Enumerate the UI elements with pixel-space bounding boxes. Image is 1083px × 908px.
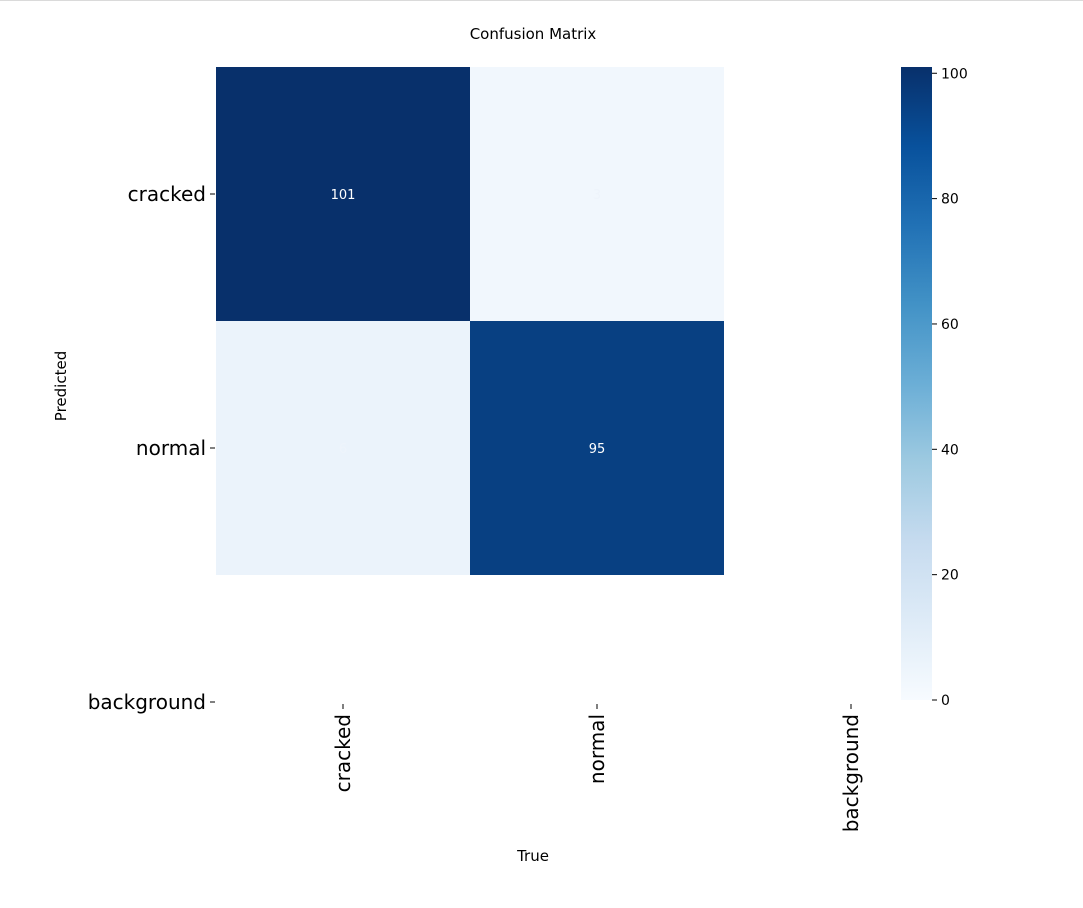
colorbar xyxy=(901,67,932,700)
cell-value-label: 6 xyxy=(339,442,347,457)
y-tick-label: background xyxy=(88,690,206,714)
x-axis-ticks: cracked normal background xyxy=(331,704,863,832)
x-tick-label: background xyxy=(839,714,863,832)
cell-value-label: 95 xyxy=(589,442,606,457)
x-axis-title: True xyxy=(516,847,549,865)
x-tick-label: cracked xyxy=(331,714,355,792)
heatmap-cells xyxy=(216,67,724,575)
chart-title: Confusion Matrix xyxy=(470,25,597,43)
colorbar-tick-label: 40 xyxy=(941,442,959,458)
colorbar-tick-label: 80 xyxy=(941,192,959,208)
colorbar-ticks: 0 20 40 60 80 100 xyxy=(932,66,968,709)
heatmap-cell-labels: 101 3 6 95 xyxy=(331,188,606,457)
heatmap-cell xyxy=(216,67,470,321)
colorbar-tick-label: 100 xyxy=(941,66,968,82)
heatmap-cell xyxy=(470,67,724,321)
cell-value-label: 3 xyxy=(593,188,601,203)
colorbar-tick-label: 60 xyxy=(941,317,959,333)
cell-value-label: 101 xyxy=(331,188,356,203)
y-tick-label: cracked xyxy=(128,182,206,206)
colorbar-tick-label: 20 xyxy=(941,568,959,584)
heatmap-cell xyxy=(216,321,470,575)
y-axis-title: Predicted xyxy=(52,351,70,421)
y-axis-ticks: cracked normal background xyxy=(88,182,215,714)
heatmap-cell xyxy=(470,321,724,575)
x-tick-label: normal xyxy=(585,714,609,784)
top-border-line xyxy=(0,0,1083,1)
y-tick-label: normal xyxy=(136,436,206,460)
colorbar-tick-label: 0 xyxy=(941,693,950,709)
